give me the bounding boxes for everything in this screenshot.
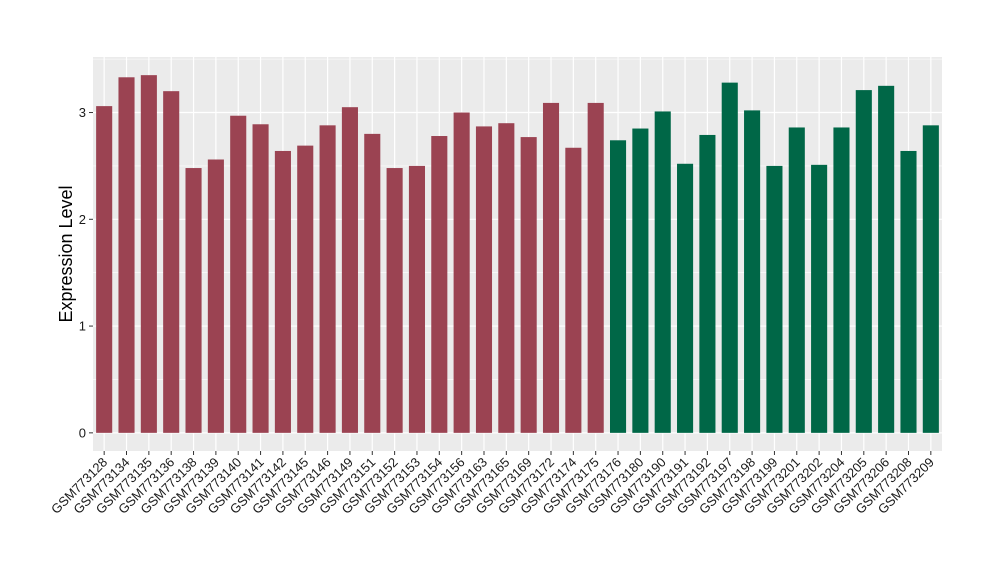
bar-GSM773140 xyxy=(230,115,247,433)
bar-GSM773138 xyxy=(185,168,202,433)
bar-GSM773174 xyxy=(565,147,582,433)
y-axis: 0 1 2 3 xyxy=(79,105,93,440)
bar-GSM773204 xyxy=(833,127,850,433)
bar-GSM773142 xyxy=(274,150,291,433)
bar-GSM773190 xyxy=(654,111,671,433)
y-axis-title: Expression Level xyxy=(56,185,76,322)
bar-GSM773152 xyxy=(386,168,403,433)
y-tick-label: 1 xyxy=(79,319,86,334)
bar-GSM773198 xyxy=(744,110,761,433)
bar-GSM773163 xyxy=(475,126,493,433)
bar-GSM773156 xyxy=(453,112,470,433)
bar-GSM773176 xyxy=(609,140,627,433)
y-tick-label: 3 xyxy=(79,105,86,120)
bar-GSM773208 xyxy=(900,150,917,433)
bar-GSM773165 xyxy=(498,123,515,433)
bar-GSM773191 xyxy=(677,163,694,433)
y-tick-label: 2 xyxy=(79,212,86,227)
bar-GSM773154 xyxy=(431,136,448,433)
bar-GSM773153 xyxy=(408,165,426,433)
bar-GSM773201 xyxy=(788,127,805,433)
bar-GSM773135 xyxy=(140,75,157,433)
bar-GSM773206 xyxy=(878,85,895,433)
bar-GSM773141 xyxy=(252,124,269,433)
bar-GSM773197 xyxy=(721,82,738,433)
bar-GSM773209 xyxy=(922,125,939,433)
bar-GSM773192 xyxy=(699,134,716,433)
bar-GSM773199 xyxy=(766,165,783,433)
bar-GSM773145 xyxy=(297,145,314,433)
bar-GSM773136 xyxy=(163,91,180,433)
bar-GSM773172 xyxy=(542,102,560,433)
bar-GSM773175 xyxy=(587,102,604,433)
x-axis: GSM773128GSM773134GSM773135GSM773136GSM7… xyxy=(48,451,937,517)
y-tick-label: 0 xyxy=(79,425,86,440)
bar-GSM773139 xyxy=(207,159,224,433)
bars xyxy=(96,75,939,433)
bar-GSM773146 xyxy=(319,125,336,433)
bar-GSM773134 xyxy=(118,77,135,433)
bar-GSM773202 xyxy=(811,164,828,433)
bar-GSM773149 xyxy=(341,107,358,433)
bar-GSM773128 xyxy=(96,106,113,433)
bar-GSM773180 xyxy=(632,128,649,433)
bar-GSM773169 xyxy=(520,137,537,433)
bar-GSM773205 xyxy=(855,90,872,433)
bar-GSM773151 xyxy=(364,133,381,433)
